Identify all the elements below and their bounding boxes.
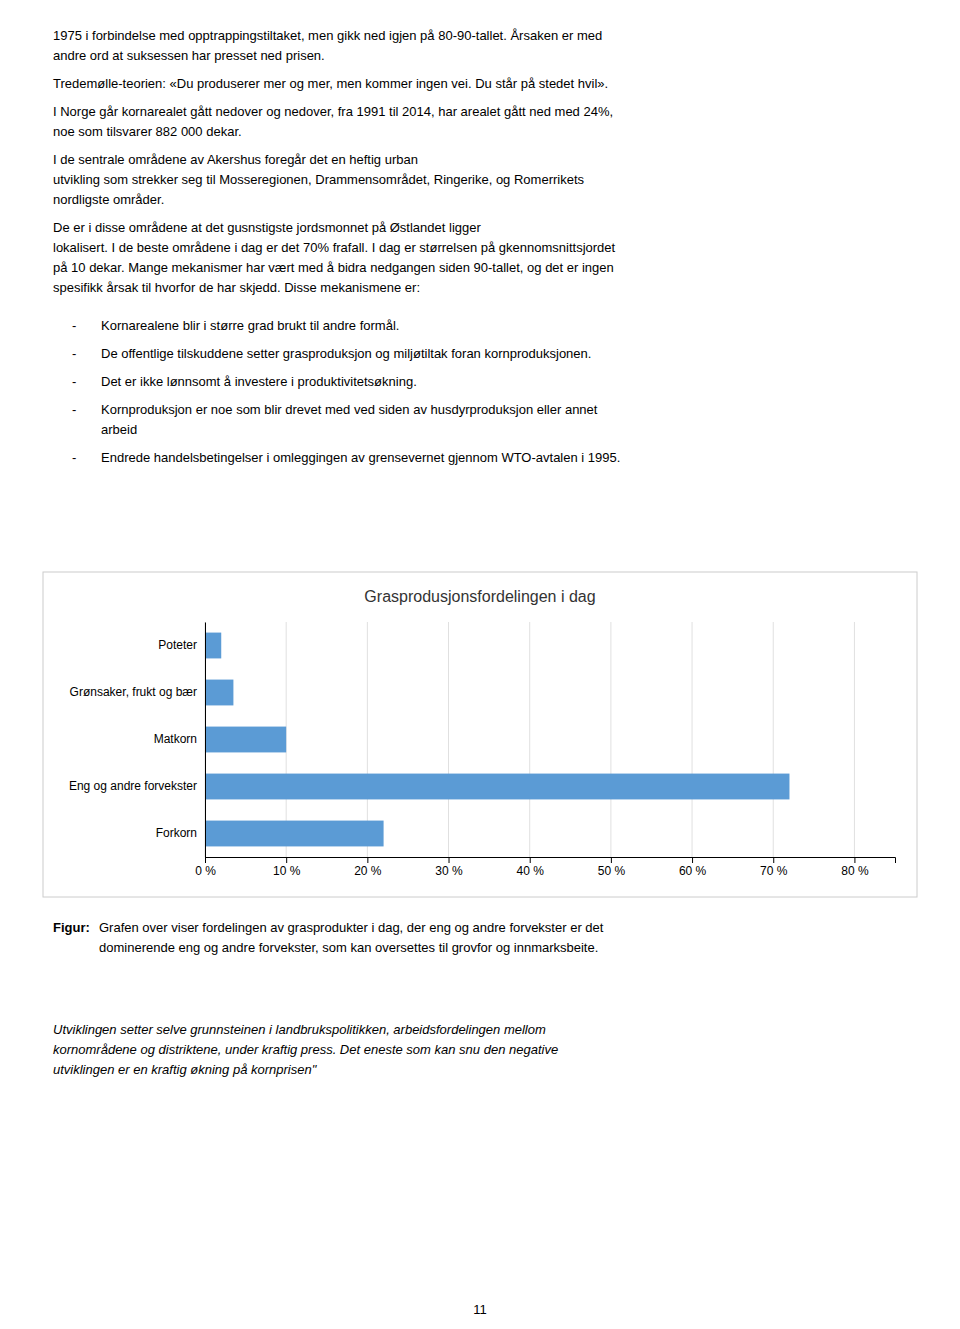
grid-line: [854, 622, 855, 857]
page: 1975 i forbindelse med opptrappingstilta…: [0, 0, 960, 1329]
bullet-symbol: -: [72, 402, 76, 417]
grid-line: [529, 622, 530, 857]
chart-title: Grasprodusjonsfordelingen i dag: [364, 588, 595, 605]
paragraph-line: I Norge går kornarealet gått nedover og …: [53, 104, 613, 119]
tick: Matkorn: [154, 732, 197, 746]
bullet-symbol: -: [72, 318, 76, 333]
y-axis: Forkorn Eng og andre forvekster Matkorn Grø…: [69, 623, 206, 858]
tick: 10 %: [273, 857, 301, 878]
paragraph-line: på 10 dekar. Mange mekanismer har vært m…: [53, 260, 614, 275]
tick-mark: [286, 857, 287, 863]
category-label: Eng og andre forvekster: [69, 779, 197, 793]
closing-line: utviklingen er en kraftig økning på korn…: [53, 1062, 318, 1077]
tick: 30 %: [435, 857, 463, 878]
tick: 0 %: [195, 857, 216, 878]
axis-line: [206, 858, 896, 864]
grid-line: [205, 622, 206, 857]
bullet-line: Endrede handelsbetingelser i omleggingen…: [101, 450, 620, 465]
bullet-symbol: -: [72, 346, 76, 361]
tick-mark: [205, 857, 206, 863]
tick: 70 %: [760, 857, 788, 878]
tick-mark: [611, 857, 612, 863]
caption-line: Grafen over viser fordelingen av graspro…: [99, 920, 604, 935]
paragraph-line: De er i disse områdene at det gusnstigst…: [53, 220, 481, 235]
grid-line: [773, 622, 774, 857]
tick-label: 60 %: [679, 864, 707, 878]
paragraph-line: 1975 i forbindelse med opptrappingstilta…: [53, 28, 602, 43]
bar: [205, 727, 286, 753]
tick: 80 %: [841, 857, 869, 878]
bullet-line: Det er ikke lønnsomt å investere i produ…: [101, 374, 417, 389]
paragraph-line: lokalisert. I de beste områdene i dag er…: [53, 240, 616, 255]
paragraph-line: Tredemølle-teorien: «Du produserer mer o…: [53, 76, 608, 91]
paragraph-line: utvikling som strekker seg til Mosseregi…: [53, 172, 585, 187]
tick-mark: [854, 857, 855, 863]
tick-label: 0 %: [195, 864, 216, 878]
tick-label: 30 %: [435, 864, 463, 878]
grid-line: [692, 622, 693, 857]
bullet-symbol: -: [72, 374, 76, 389]
tick-mark: [530, 857, 531, 863]
bar: [205, 774, 789, 800]
bar: [205, 821, 384, 847]
tick-label: 20 %: [354, 864, 382, 878]
tick-label: 10 %: [273, 864, 301, 878]
tick-label: 40 %: [517, 864, 545, 878]
tick: 20 %: [354, 857, 382, 878]
tick: 60 %: [679, 857, 707, 878]
paragraph-line: noe som tilsvarer 882 000 dekar.: [53, 124, 242, 139]
bullet-line: Kornarealene blir i større grad brukt ti…: [101, 318, 399, 333]
grid-line: [448, 622, 449, 857]
bullet-line: Kornproduksjon er noe som blir drevet me…: [101, 402, 598, 417]
tick-label: 80 %: [841, 864, 869, 878]
tick: Eng og andre forvekster: [69, 779, 197, 793]
paragraph-line: nordligste områder.: [53, 192, 164, 207]
grid: [205, 622, 854, 857]
bars: [205, 633, 789, 847]
category-label: Matkorn: [154, 732, 197, 746]
tick: Grønsaker, frukt og bær: [70, 685, 197, 699]
grid-line: [610, 622, 611, 857]
tick-label: 70 %: [760, 864, 788, 878]
x-axis: 0 % 10 % 20 % 30 % 40 % 50 % 60 % 70 % 80 %: [195, 857, 895, 878]
bullet-line: De offentlige tilskuddene setter graspro…: [101, 346, 591, 361]
category-label: Forkorn: [156, 826, 197, 840]
tick: Poteter: [158, 638, 197, 652]
category-label: Grønsaker, frukt og bær: [70, 685, 197, 699]
tick-mark: [367, 857, 368, 863]
bullet-line: arbeid: [101, 422, 137, 437]
category-label: Poteter: [158, 638, 197, 652]
bar: [205, 633, 221, 659]
chart: 0 % 10 % 20 % 30 % 40 % 50 % 60 % 70 % 80 % Forko…: [69, 622, 896, 878]
chart-frame: [43, 572, 917, 897]
closing-line: kornområdene og distriktene, under kraft…: [53, 1042, 558, 1057]
tick: Forkorn: [156, 826, 197, 840]
paragraph-line: spesifikk årsak til hvorfor de har skjed…: [53, 280, 420, 295]
caption-label: Figur:: [53, 920, 90, 935]
caption-line: dominerende eng og andre forvekster, som…: [99, 940, 598, 955]
tick-label: 50 %: [598, 864, 626, 878]
page-text: 1975 i forbindelse med opptrappingstilta…: [53, 28, 620, 1317]
tick: 50 %: [598, 857, 626, 878]
page-number: 11: [473, 1302, 487, 1317]
paragraph-line: I de sentrale områdene av Akershus foreg…: [53, 152, 418, 167]
closing-line: Utviklingen setter selve grunnsteinen i …: [53, 1022, 546, 1037]
paragraph-line: andre ord at suksessen har presset ned p…: [53, 48, 325, 63]
tick-mark: [449, 857, 450, 863]
bar: [205, 680, 233, 706]
tick-mark: [692, 857, 693, 863]
tick-mark: [773, 857, 774, 863]
axis-line: [205, 623, 206, 858]
bullet-symbol: -: [72, 450, 76, 465]
tick: 40 %: [517, 857, 545, 878]
